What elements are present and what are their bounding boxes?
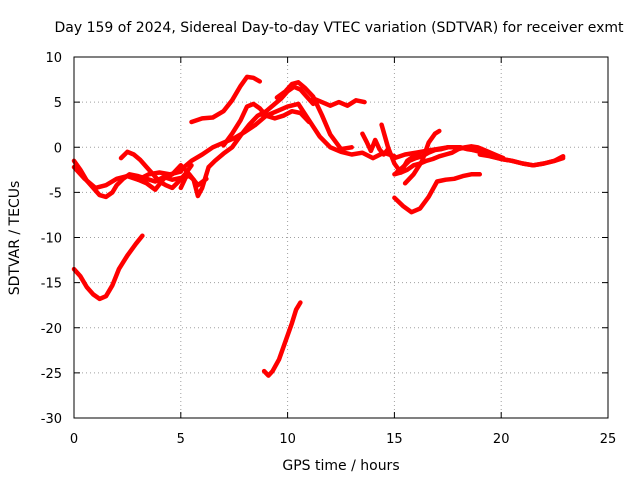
series-arc-7 (189, 74, 263, 125)
series-arc-11 (274, 80, 354, 152)
axis-ticks: 0 5 10 15 20 25 -30 -25 -20 -15 -10 -5 0 5 10 (41, 51, 617, 447)
x-tick-label: 15 (386, 432, 403, 447)
y-tick-label: 0 (54, 141, 62, 156)
y-axis-label: SDTVAR / TECUs (7, 181, 23, 296)
series-arc-19 (392, 172, 483, 215)
y-tick-label: -20 (41, 322, 62, 337)
y-tick-label: -5 (49, 186, 62, 201)
series-arc-1 (71, 233, 145, 302)
y-tick-label: -15 (41, 277, 62, 292)
x-tick-label: 10 (279, 432, 296, 447)
x-tick-label: 5 (177, 432, 185, 447)
y-tick-label: -30 (41, 412, 62, 427)
series-arc-12 (296, 101, 397, 161)
y-tick-label: -25 (41, 367, 62, 382)
series-arc-6 (178, 108, 269, 199)
data-series (71, 74, 566, 378)
x-tick-label: 0 (70, 432, 78, 447)
x-tick-label: 20 (493, 432, 510, 447)
series-arc-4 (118, 149, 194, 191)
grid-lines (74, 57, 608, 418)
x-axis-label: GPS time / hours (282, 458, 399, 474)
chart-title: Day 159 of 2024, Sidereal Day-to-day VTE… (55, 20, 625, 36)
x-tick-label: 25 (600, 432, 617, 447)
series-arc-20 (402, 128, 442, 186)
series-arc-13 (310, 96, 367, 108)
series-arc-8 (178, 101, 301, 173)
series-arc-18 (392, 144, 506, 177)
y-tick-label: 10 (45, 51, 62, 66)
series-arc-22 (261, 300, 303, 378)
series-arc-14 (360, 131, 391, 157)
y-tick-label: -10 (41, 232, 62, 247)
y-tick-label: 5 (54, 96, 62, 111)
series-arc-21 (477, 152, 566, 168)
series-arc-3 (71, 164, 184, 191)
